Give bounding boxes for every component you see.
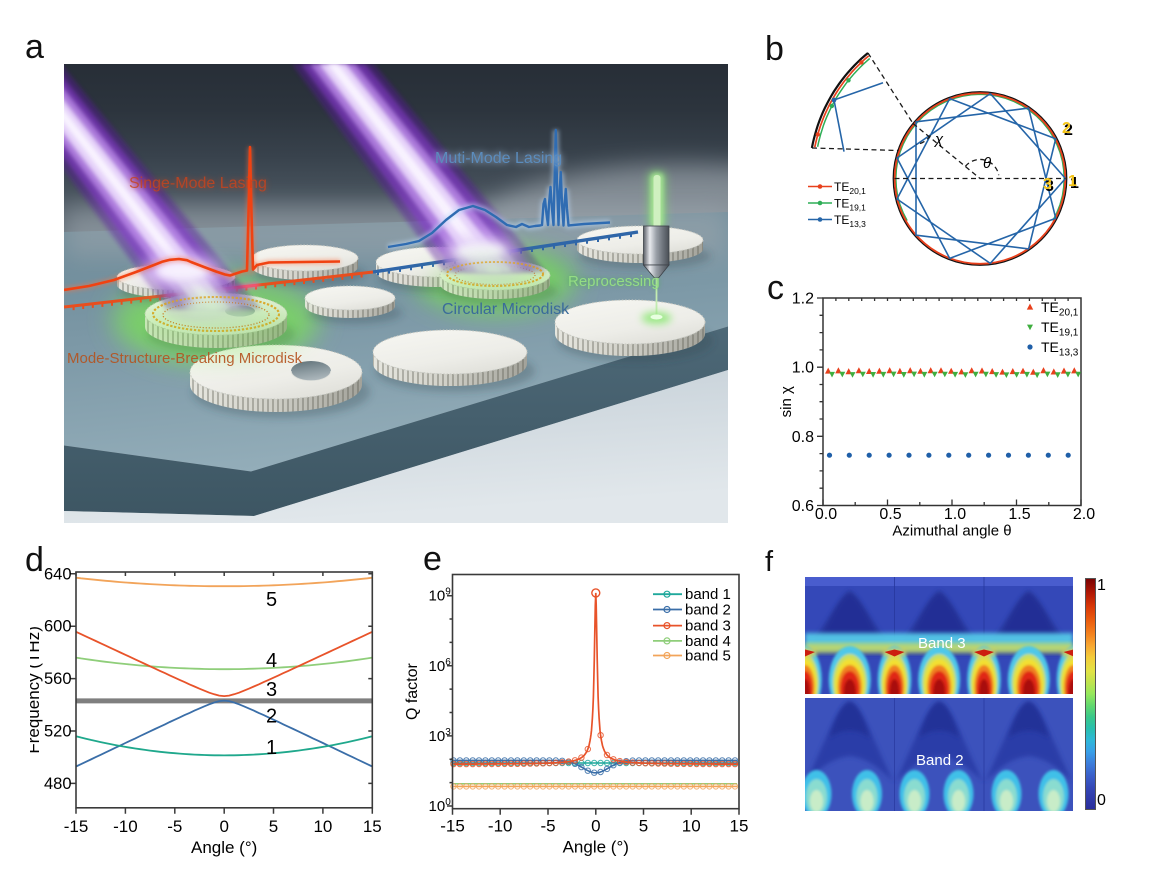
svg-text:TE13,3: TE13,3 <box>1041 339 1079 359</box>
svg-text:Circular Microdisk: Circular Microdisk <box>442 301 570 318</box>
svg-text:103: 103 <box>429 727 452 745</box>
svg-text:0.8: 0.8 <box>792 429 814 446</box>
svg-text:109: 109 <box>429 587 452 605</box>
svg-text:band 4: band 4 <box>685 633 731 650</box>
svg-text:Band 2: Band 2 <box>916 752 964 769</box>
svg-text:TE19,1: TE19,1 <box>834 197 866 213</box>
svg-text:2.0: 2.0 <box>1073 506 1095 523</box>
svg-text:3: 3 <box>1045 178 1054 195</box>
svg-text:560: 560 <box>44 670 72 688</box>
svg-text:band 1: band 1 <box>685 586 731 603</box>
svg-text:-10: -10 <box>488 817 513 836</box>
svg-text:Q factor: Q factor <box>405 662 421 720</box>
svg-text:2: 2 <box>266 706 277 728</box>
svg-text:0: 0 <box>219 817 228 836</box>
svg-text:-10: -10 <box>113 817 138 836</box>
svg-text:Frequency (THz): Frequency (THz) <box>30 626 43 754</box>
svg-text:band 2: band 2 <box>685 602 731 619</box>
svg-text:TE20,1: TE20,1 <box>1041 299 1079 319</box>
svg-text:106: 106 <box>429 657 452 675</box>
svg-text:band 5: band 5 <box>685 648 731 665</box>
svg-text:10: 10 <box>313 817 332 836</box>
svg-text:4: 4 <box>266 650 277 672</box>
svg-text:1: 1 <box>1070 175 1079 192</box>
svg-text:1.0: 1.0 <box>944 506 966 523</box>
svg-text:1.2: 1.2 <box>792 291 814 308</box>
svg-text:sin χ: sin χ <box>778 386 795 417</box>
svg-text:3: 3 <box>266 679 277 701</box>
svg-text:0: 0 <box>591 817 600 836</box>
svg-text:600: 600 <box>44 618 72 636</box>
svg-text:Band 3: Band 3 <box>918 635 966 652</box>
svg-text:3: 3 <box>1043 176 1052 193</box>
svg-text:1.5: 1.5 <box>1008 506 1030 523</box>
svg-text:TE13,3: TE13,3 <box>834 213 866 229</box>
svg-text:1.0: 1.0 <box>792 360 814 377</box>
svg-text:-15: -15 <box>440 817 465 836</box>
svg-text:Angle (°): Angle (°) <box>191 838 257 857</box>
svg-text:5: 5 <box>639 817 648 836</box>
svg-text:TE19,1: TE19,1 <box>1041 319 1079 339</box>
svg-text:15: 15 <box>363 817 382 836</box>
svg-text:520: 520 <box>44 723 72 741</box>
svg-text:1: 1 <box>266 737 277 759</box>
svg-text:10: 10 <box>682 817 701 836</box>
svg-text:480: 480 <box>44 775 72 793</box>
svg-text:2: 2 <box>1064 122 1073 139</box>
svg-text:-5: -5 <box>540 817 555 836</box>
svg-text:1: 1 <box>1068 173 1077 190</box>
svg-text:θ: θ <box>983 155 991 172</box>
svg-text:5: 5 <box>269 817 278 836</box>
svg-text:0.0: 0.0 <box>815 506 837 523</box>
svg-text:-15: -15 <box>64 817 89 836</box>
svg-text:Singe-Mode Lasing: Singe-Mode Lasing <box>129 175 267 192</box>
svg-text:χ: χ <box>933 131 944 148</box>
svg-text:Reprocessing: Reprocessing <box>568 273 660 290</box>
svg-text:2: 2 <box>1062 120 1071 137</box>
svg-text:15: 15 <box>730 817 749 836</box>
svg-text:-5: -5 <box>167 817 182 836</box>
svg-text:Muti-Mode Lasing: Muti-Mode Lasing <box>435 150 562 167</box>
svg-text:0.5: 0.5 <box>879 506 901 523</box>
svg-text:100: 100 <box>429 797 452 815</box>
svg-text:TE20,1: TE20,1 <box>834 180 866 196</box>
svg-text:Azimuthal angle θ: Azimuthal angle θ <box>892 523 1011 540</box>
svg-text:Mode-Structure-Breaking Microd: Mode-Structure-Breaking Microdisk <box>67 350 303 367</box>
svg-text:0.6: 0.6 <box>792 498 814 515</box>
svg-text:640: 640 <box>44 565 72 583</box>
svg-text:band 3: band 3 <box>685 618 731 635</box>
svg-text:Angle (°): Angle (°) <box>563 838 629 857</box>
svg-text:5: 5 <box>266 589 277 611</box>
